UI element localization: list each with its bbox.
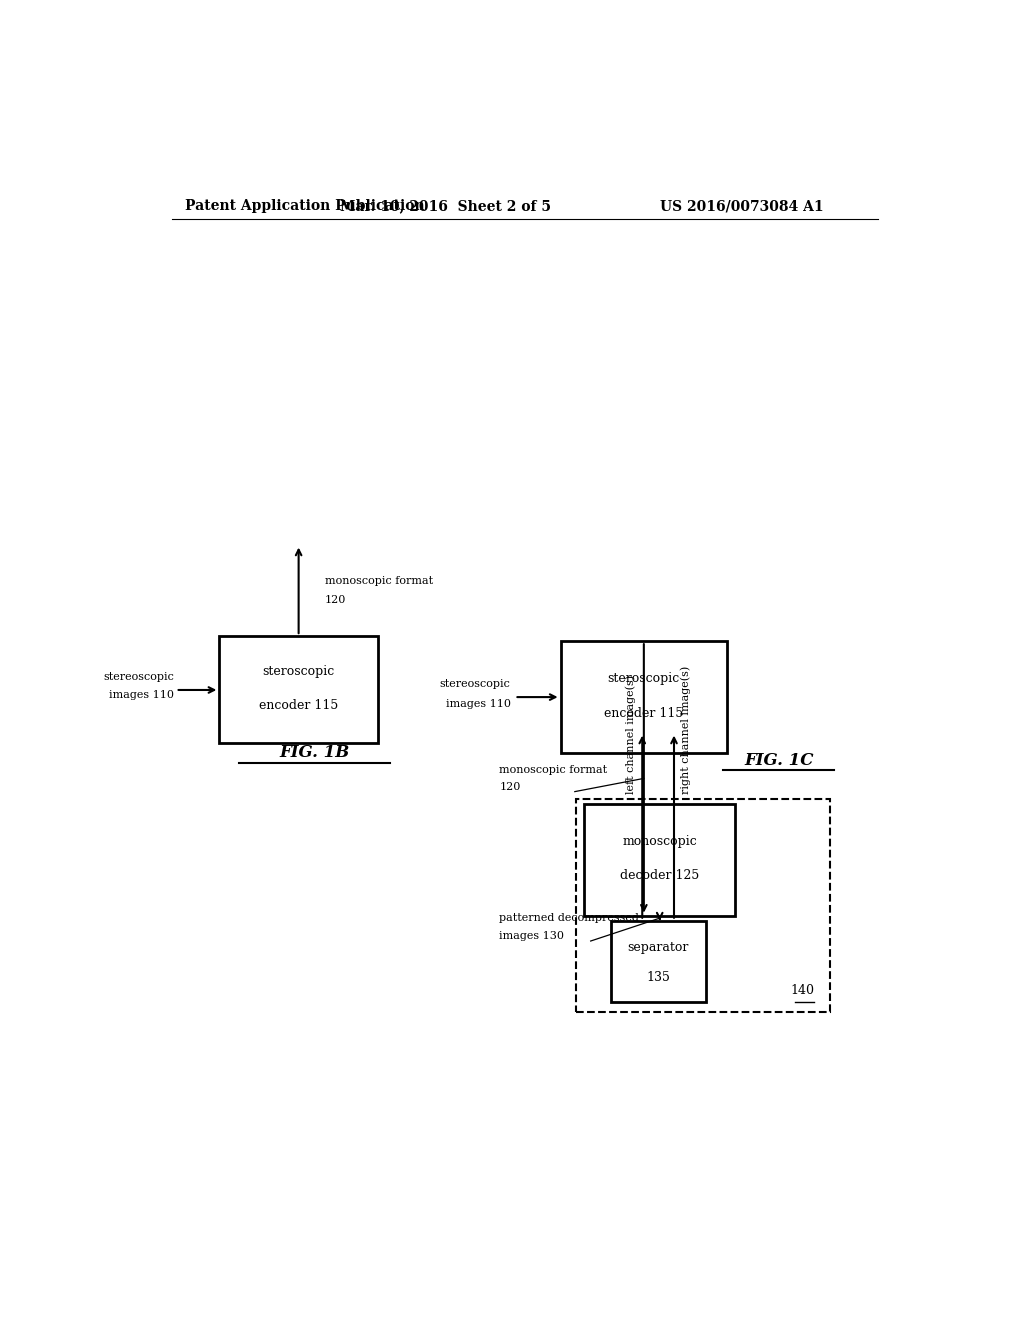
Text: 120: 120 <box>325 594 346 605</box>
Text: left channel image(s): left channel image(s) <box>626 675 636 793</box>
Text: 140: 140 <box>791 983 814 997</box>
Text: monoscopic format: monoscopic format <box>500 766 607 775</box>
Text: monoscopic: monoscopic <box>623 836 697 847</box>
Text: stereoscopic: stereoscopic <box>439 678 511 689</box>
Text: encoder 115: encoder 115 <box>604 706 683 719</box>
Text: images 130: images 130 <box>500 931 564 941</box>
Bar <box>577 799 830 1012</box>
Text: right channel image(s): right channel image(s) <box>680 665 691 793</box>
Text: images 110: images 110 <box>445 700 511 709</box>
Text: Mar. 10, 2016  Sheet 2 of 5: Mar. 10, 2016 Sheet 2 of 5 <box>340 199 551 213</box>
Text: stereoscopic: stereoscopic <box>103 672 174 681</box>
Text: steroscopic: steroscopic <box>607 672 680 685</box>
Bar <box>219 636 378 743</box>
Text: US 2016/0073084 A1: US 2016/0073084 A1 <box>659 199 823 213</box>
Text: 135: 135 <box>646 972 670 985</box>
Text: patterned decompressed: patterned decompressed <box>500 912 639 923</box>
Bar <box>610 921 706 1002</box>
Text: separator: separator <box>628 941 689 953</box>
Text: images 110: images 110 <box>109 690 174 700</box>
Text: FIG. 1C: FIG. 1C <box>744 751 813 768</box>
Text: monoscopic format: monoscopic format <box>325 577 433 586</box>
Bar <box>585 804 735 916</box>
Text: encoder 115: encoder 115 <box>259 700 338 713</box>
Text: Patent Application Publication: Patent Application Publication <box>185 199 425 213</box>
Bar <box>560 642 727 752</box>
Text: FIG. 1B: FIG. 1B <box>280 744 349 762</box>
Text: 120: 120 <box>500 781 521 792</box>
Text: decoder 125: decoder 125 <box>621 870 699 883</box>
Text: steroscopic: steroscopic <box>262 665 335 677</box>
